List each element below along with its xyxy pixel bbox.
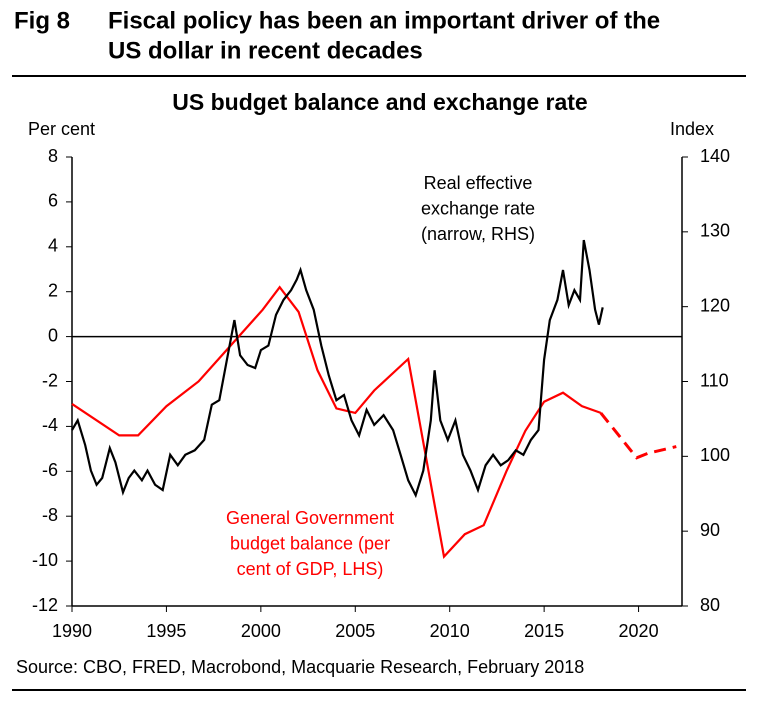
x-tick-label: 2020 [619, 621, 659, 641]
series-line [71, 239, 604, 499]
y2-tick-label: 100 [700, 445, 730, 465]
series-label: exchange rate [421, 198, 535, 218]
y-tick-label: -6 [42, 460, 58, 480]
y2-tick-label: 120 [700, 295, 730, 315]
y-tick-label: -8 [42, 505, 58, 525]
fig-label: Fig 8 [14, 7, 70, 34]
fig-title-line: Fiscal policy has been an important driv… [108, 7, 660, 34]
fig-title-line: US dollar in recent decades [108, 37, 423, 64]
y-axis-label: Per cent [28, 119, 95, 139]
x-tick-label: 1995 [146, 621, 186, 641]
series-label: General Government [226, 508, 394, 528]
x-tick-label: 1990 [52, 621, 92, 641]
series-line [599, 411, 677, 460]
series-line [71, 285, 602, 559]
y-tick-label: 0 [48, 325, 58, 345]
chart-title: US budget balance and exchange rate [172, 89, 587, 115]
x-tick-label: 2005 [335, 621, 375, 641]
y-tick-label: -4 [42, 415, 58, 435]
y-tick-label: 8 [48, 146, 58, 166]
y-tick-label: 6 [48, 191, 58, 211]
x-tick-label: 2015 [524, 621, 564, 641]
y2-axis-label: Index [670, 119, 714, 139]
x-tick-label: 2000 [241, 621, 281, 641]
series-label: budget balance (per [230, 533, 390, 553]
y-tick-label: 2 [48, 280, 58, 300]
y-tick-label: 4 [48, 236, 58, 256]
y2-tick-label: 90 [700, 520, 720, 540]
series-label: cent of GDP, LHS) [237, 559, 384, 579]
y-tick-label: -2 [42, 370, 58, 390]
y2-tick-label: 130 [700, 221, 730, 241]
y2-tick-label: 110 [700, 370, 729, 390]
series-label: Real effective [424, 173, 533, 193]
series-label: (narrow, RHS) [421, 224, 535, 244]
x-tick-label: 2010 [430, 621, 470, 641]
y2-tick-label: 80 [700, 595, 720, 615]
y-tick-label: -10 [32, 550, 58, 570]
source: Source: CBO, FRED, Macrobond, Macquarie … [16, 657, 584, 677]
y2-tick-label: 140 [700, 146, 730, 166]
y-tick-label: -12 [32, 595, 58, 615]
